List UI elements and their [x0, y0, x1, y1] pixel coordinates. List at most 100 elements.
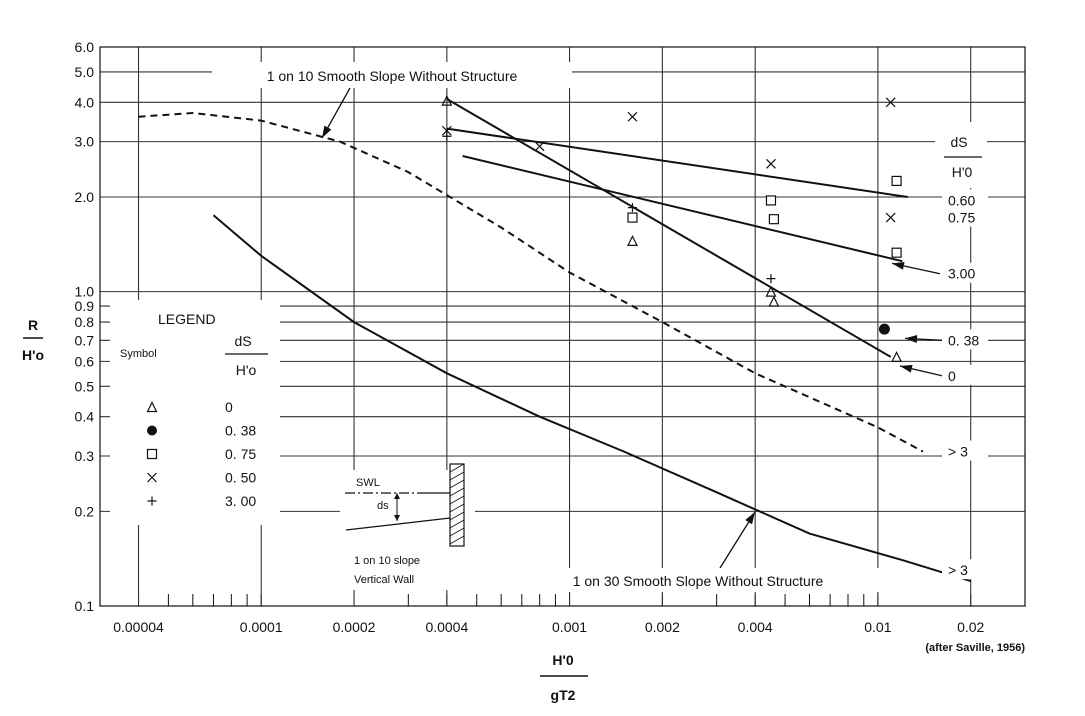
x-tick-label: 0.01 — [864, 619, 891, 635]
x-tick-label: 0.0002 — [333, 619, 376, 635]
x-tick-label: 0.02 — [957, 619, 984, 635]
legend-entries: 0 0. 38 0. 75 0. 50 3. 00 — [146, 399, 256, 509]
annotation-1on10: 1 on 10 Smooth Slope Without Structure — [267, 68, 518, 84]
point-plus — [627, 203, 637, 213]
legend-title: LEGEND — [158, 311, 216, 327]
series-line-0 — [446, 127, 908, 198]
line-label-bg — [942, 329, 988, 350]
point-square — [891, 247, 902, 258]
y-tick-label: 0.1 — [75, 598, 95, 614]
y-tick-label: 0.2 — [75, 503, 95, 519]
point-triangle — [768, 295, 780, 307]
point-triangle — [627, 235, 638, 246]
x-axis-title-denominator: gT2 — [551, 687, 576, 703]
series-line-3 — [138, 111, 924, 453]
inset-caption: Vertical Wall — [354, 574, 414, 586]
y-axis-title-denominator: H'o — [22, 347, 44, 363]
point-triangle — [891, 351, 903, 362]
right-header: dS H'0 — [935, 122, 987, 188]
annotation-bg-1on30 — [512, 568, 884, 592]
series-line-1 — [462, 155, 903, 263]
arrow-head — [745, 512, 755, 525]
line-label: 0.75 — [948, 210, 975, 226]
point-x — [766, 158, 776, 169]
y-tick-label: 0.5 — [75, 378, 95, 394]
line-labels: 0.60 0.75 3.00 0. 38 0 > 3 > 3 — [942, 189, 988, 580]
y-tick-label: 6.0 — [75, 39, 95, 55]
arrow-head — [892, 261, 905, 270]
y-axis-ticks: 0.1 0.2 0.3 0.4 0.5 0.6 0.7 0.80.91.0 2.0 3.0 4.0 5… — [75, 39, 95, 614]
point-plus — [442, 131, 452, 141]
x-axis-title: H'0 gT2 — [540, 652, 588, 703]
x-tick-label: 0.0001 — [240, 619, 283, 635]
x-axis-title-numerator: H'0 — [552, 652, 573, 668]
y-tick-label: 0.8 — [75, 314, 95, 330]
y-tick-label: 0.6 — [75, 353, 95, 369]
x-tick-label: 0.004 — [738, 619, 773, 635]
legend-symbol-square — [146, 448, 158, 460]
x-tick-label: 0.001 — [552, 619, 587, 635]
plot-frame — [99, 46, 1026, 607]
line-label: > 3 — [948, 444, 968, 460]
minor-gridlines — [99, 594, 972, 606]
legend-ds-denominator: H'o — [236, 362, 257, 378]
point-square — [627, 212, 638, 223]
legend-symbol-x — [147, 472, 157, 483]
y-tick-label: 0.3 — [75, 448, 95, 464]
line-label-bg — [942, 559, 988, 580]
point-triangle — [441, 94, 453, 106]
inset-slope-label: 1 on 10 slope — [354, 555, 420, 567]
x-axis-ticks: 0.00004 0.0001 0.0002 0.0004 0.001 0.002 0.004… — [113, 619, 984, 635]
point-triangle — [765, 285, 777, 297]
line-label: 0.60 — [948, 192, 975, 208]
annotation-bg-1on10 — [212, 62, 572, 88]
right-header-denominator: H'0 — [952, 164, 973, 180]
point-x — [885, 97, 896, 108]
arrow-head — [900, 364, 913, 373]
line-label-bg — [942, 189, 988, 210]
line-label: 0. 38 — [948, 332, 979, 348]
vertical-wall-inset: SWL ds 1 on 10 slope Vertical Wall — [340, 463, 475, 590]
y-tick-label: 4.0 — [75, 94, 95, 110]
x-tick-label: 0.0004 — [425, 619, 468, 635]
legend-symbol-header: Symbol — [120, 348, 157, 360]
line-label-bg — [942, 262, 988, 283]
point-x — [627, 111, 638, 122]
legend-symbol-plus — [147, 496, 157, 506]
y-axis-title: R H'o — [22, 317, 44, 363]
series-line-2 — [446, 98, 892, 358]
point-x — [441, 125, 452, 136]
legend-value: 0 — [225, 399, 233, 415]
y-tick-label: 5.0 — [75, 64, 95, 80]
legend-symbol-dot — [147, 425, 157, 436]
point-square — [768, 214, 780, 225]
line-label-bg — [942, 364, 988, 385]
data-points — [441, 94, 903, 362]
legend-value: 0. 75 — [225, 446, 256, 462]
y-tick-label: 0.9 — [75, 298, 95, 314]
y-axis-title-numerator: R — [28, 317, 38, 333]
point-square — [891, 175, 902, 187]
legend-ds-numerator: dS — [234, 333, 251, 349]
inset-ds-label: ds — [377, 500, 389, 512]
y-tick-label: 0.7 — [75, 332, 95, 348]
source-note: (after Saville, 1956) — [925, 642, 1025, 654]
y-tick-label: 1.0 — [75, 284, 95, 300]
x-tick-label: 0.002 — [645, 619, 680, 635]
arrow-head — [905, 335, 918, 344]
line-label: 3.00 — [948, 266, 975, 282]
point-dot — [878, 323, 890, 335]
annotation-1on30: 1 on 30 Smooth Slope Without Structure — [573, 573, 824, 589]
legend-value: 0. 38 — [225, 423, 256, 439]
y-tick-label: 3.0 — [75, 134, 95, 150]
arrow-head — [322, 125, 332, 138]
right-header-numerator: dS — [950, 134, 967, 150]
legend-value: 3. 00 — [225, 493, 256, 509]
line-label: > 3 — [948, 562, 968, 578]
series-line-4 — [212, 214, 971, 583]
y-tick-label: 0.4 — [75, 409, 95, 425]
label-arrows — [321, 87, 943, 569]
line-label: 0 — [948, 368, 956, 384]
series-lines — [138, 98, 971, 583]
